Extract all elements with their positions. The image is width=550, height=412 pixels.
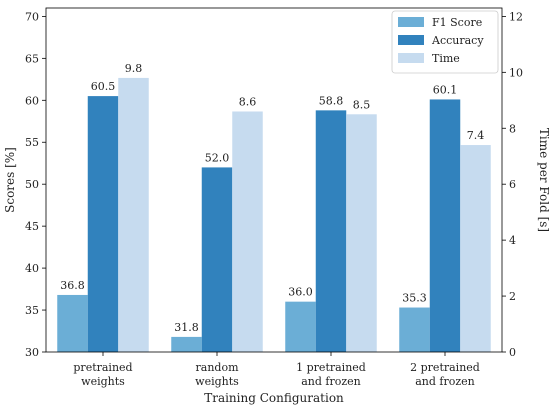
y-right-tick-label-4: 4 [509,234,516,247]
x-tick-label-0-1: weights [81,375,125,388]
y-left-tick-label-50: 50 [25,178,39,191]
data-label-f1-score-2: 36.0 [288,286,313,299]
x-tick-label-2-1: and frozen [301,375,361,388]
legend-label-time: Time [432,52,460,65]
y-right-tick-label-6: 6 [509,178,516,191]
y-left-tick-label-70: 70 [25,10,39,23]
plot-frame [45,7,503,353]
y-left-tick-label-40: 40 [25,262,39,275]
bar-accuracy-1 [201,167,233,352]
x-tick-label-0-0: pretrained [73,361,132,374]
data-label-f1-score-3: 35.3 [402,292,427,305]
y-left-tick-label-35: 35 [25,304,39,317]
y-left-tick-label-45: 45 [25,220,39,233]
bar-accuracy-0 [87,96,119,352]
bar-time-1 [232,111,263,352]
bar-f1-score-3 [399,307,430,352]
x-tick-label-3-1: and frozen [415,375,475,388]
y-left-tick-label-30: 30 [25,346,39,359]
data-label-time-0: 9.8 [125,62,143,75]
data-label-accuracy-0: 60.5 [91,80,116,93]
data-label-time-1: 8.6 [239,95,257,108]
bar-f1-score-2 [285,301,316,352]
x-axis-label: Training Configuration [204,391,344,405]
legend-swatch-time [398,53,424,63]
y-axis-label-left: Scores [%] [3,147,17,213]
data-label-accuracy-1: 52.0 [205,151,230,164]
legend-label-f1-score: F1 Score [432,16,482,29]
bar-time-0 [118,77,149,353]
y-right-tick-label-8: 8 [509,122,516,135]
data-label-f1-score-1: 31.8 [174,321,199,334]
data-label-accuracy-2: 58.8 [319,94,344,107]
x-tick-label-1-0: random [196,361,240,374]
x-tick-label-1-1: weights [195,375,239,388]
bar-accuracy-3 [429,99,461,352]
x-tick-label-3-0: 2 pretrained [410,361,480,374]
data-label-time-3: 7.4 [467,129,485,142]
data-label-accuracy-3: 60.1 [433,83,458,96]
bar-time-3 [460,145,491,352]
y-left-tick-label-60: 60 [25,94,39,107]
x-tick-label-2-0: 1 pretrained [296,361,366,374]
y-left-tick-label-55: 55 [25,136,39,149]
bar-f1-score-1 [171,336,202,352]
y-right-tick-label-10: 10 [509,66,523,79]
y-axis-label-right: Time per Fold [s] [537,128,550,232]
data-label-f1-score-0: 36.8 [60,279,85,292]
bar-time-2 [346,114,377,352]
y-right-tick-label-12: 12 [509,10,523,23]
bar-accuracy-2 [315,110,347,352]
data-label-time-2: 8.5 [353,98,371,111]
y-right-tick-label-0: 0 [509,346,516,359]
legend-swatch-f1-score [398,17,424,27]
legend-label-accuracy: Accuracy [431,34,484,47]
y-right-tick-label-2: 2 [509,290,516,303]
bar-f1-score-0 [57,294,88,352]
legend-swatch-accuracy [398,35,424,45]
y-left-tick-label-65: 65 [25,52,39,65]
